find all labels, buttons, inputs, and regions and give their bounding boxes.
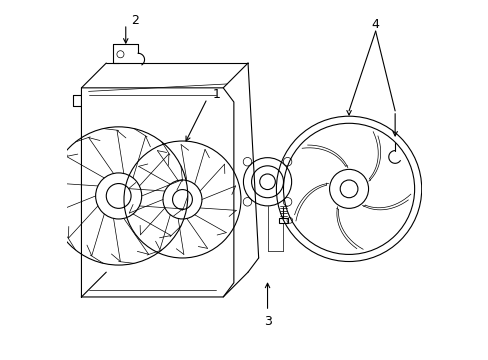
Text: 3: 3 xyxy=(263,315,271,328)
Bar xyxy=(279,218,287,222)
Text: 2: 2 xyxy=(130,14,138,27)
Text: 1: 1 xyxy=(212,89,220,102)
Text: 4: 4 xyxy=(371,18,379,31)
